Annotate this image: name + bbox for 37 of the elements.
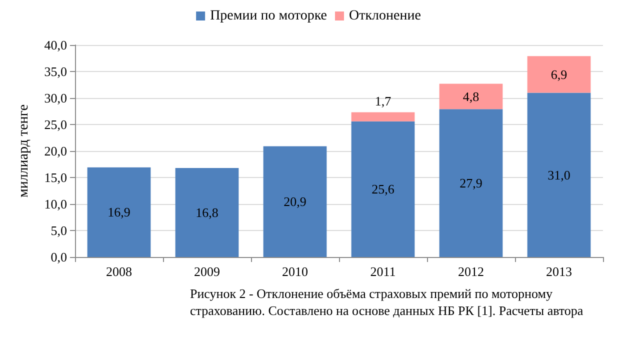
y-tick-label: 40,0 xyxy=(44,38,67,52)
bar xyxy=(263,146,327,257)
data-label: 4,8 xyxy=(462,88,480,104)
data-label: 27,9 xyxy=(460,176,482,191)
x-tick-label: 2011 xyxy=(370,264,396,279)
y-tick-label: 25,0 xyxy=(44,117,67,132)
legend-label: Премии по моторке xyxy=(210,8,328,24)
bar xyxy=(527,56,591,93)
y-tick-label: 0,0 xyxy=(50,250,67,264)
bar xyxy=(87,167,151,257)
data-label: 6,9 xyxy=(550,66,568,82)
bar xyxy=(527,92,591,257)
data-label: 25,6 xyxy=(372,182,395,197)
x-tick-label: 2012 xyxy=(458,264,484,279)
data-label: 16,9 xyxy=(108,204,130,220)
data-label: 1,7 xyxy=(374,93,392,108)
text: Рисунок 2 - Отклонение объёма страховых премий по моторному страхованию. Составлено на основе данных НБ РК [1]. Расчеты автора xyxy=(190,286,584,318)
bar xyxy=(439,109,503,257)
data-label: 16,8 xyxy=(196,204,218,220)
bar xyxy=(439,84,503,110)
x-tick-label: 2010 xyxy=(282,264,308,279)
y-axis-title: миллиард тенге xyxy=(16,104,32,198)
bar xyxy=(351,112,415,122)
data-label: 20,9 xyxy=(284,194,306,210)
y-tick-label: 15,0 xyxy=(44,170,67,185)
x-tick-label: 2009 xyxy=(194,264,220,279)
bar xyxy=(175,168,239,257)
data-label: 31,0 xyxy=(548,167,570,182)
y-tick-label: 30,0 xyxy=(44,90,67,106)
y-tick-label: 35,0 xyxy=(44,64,67,79)
x-tick-label: 2013 xyxy=(546,264,572,279)
y-tick-label: 5,0 xyxy=(50,223,67,238)
y-tick-label: 10,0 xyxy=(44,196,67,212)
legend-label: Отклонение xyxy=(349,8,421,24)
x-tick-label: 2008 xyxy=(106,264,132,279)
bar xyxy=(351,121,415,257)
y-tick-label: 20,0 xyxy=(44,144,67,158)
